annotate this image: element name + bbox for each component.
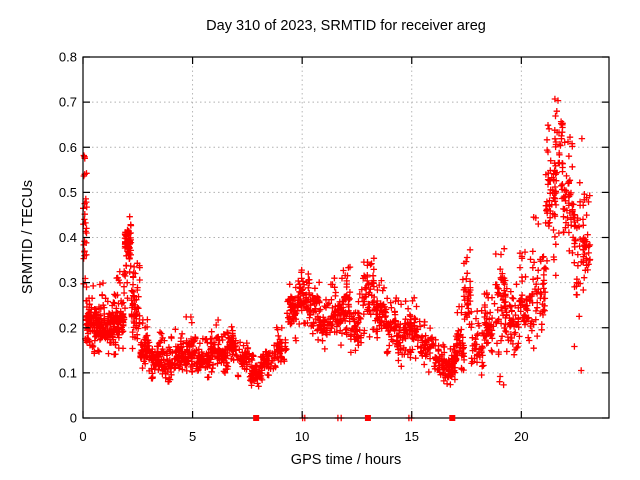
scatter-points — [80, 95, 594, 422]
y-axis-label: SRMTID / TECUs — [20, 179, 36, 295]
y-tick-label: 0 — [70, 411, 77, 426]
x-tick-label: 0 — [79, 429, 86, 444]
y-tick-label: 0.1 — [59, 365, 77, 380]
chart-title: Day 310 of 2023, SRMTID for receiver are… — [206, 18, 486, 34]
y-tick-label: 0.3 — [59, 275, 77, 290]
x-tick-label: 15 — [405, 429, 419, 444]
y-tick-label: 0.4 — [59, 230, 77, 245]
zero-line-square-marker — [364, 415, 371, 421]
zero-line-square-marker — [253, 415, 260, 421]
y-tick-label: 0.7 — [59, 95, 77, 110]
y-tick-label: 0.6 — [59, 140, 77, 155]
x-tick-label: 10 — [295, 429, 309, 444]
zero-line-square-marker — [449, 415, 456, 421]
x-tick-label: 5 — [189, 429, 196, 444]
y-tick-label: 0.2 — [59, 320, 77, 335]
y-tick-label: 0.5 — [59, 185, 77, 200]
x-tick-label: 20 — [514, 429, 528, 444]
x-axis-label: GPS time / hours — [290, 452, 402, 468]
y-tick-label: 0.8 — [59, 50, 77, 65]
